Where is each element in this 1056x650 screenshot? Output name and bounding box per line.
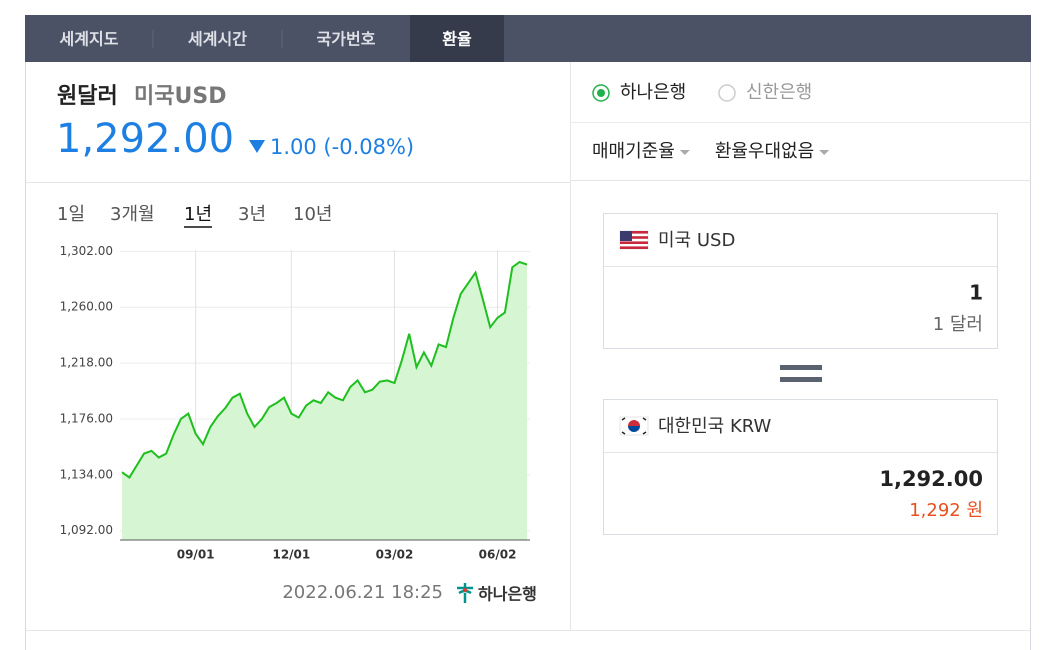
us-flag [619, 230, 649, 250]
from-amount[interactable]: 1 [969, 281, 983, 305]
chart: 1,302.00 1,260.00 1,218.00 1,176.00 1,134.00… [60, 244, 530, 562]
y-tick-label: 1,260.00 [60, 300, 113, 314]
period-option[interactable]: 3개월 [110, 204, 155, 225]
period-option[interactable]: 1일 [57, 204, 85, 225]
price-line [121, 260, 528, 479]
source: 하나은행 [478, 585, 537, 604]
tab[interactable]: 세계시간 [188, 30, 247, 49]
radio[interactable] [718, 84, 736, 102]
bank-options: 하나은행 신한은행 [592, 82, 812, 103]
period-option[interactable]: 1년 [184, 204, 212, 225]
x-tick-label: 12/01 [272, 548, 310, 562]
down-arrow [249, 140, 265, 153]
rate-options: 매매기준율 환율우대없음 [592, 141, 830, 162]
to-amount: 1,292.00 [879, 467, 983, 491]
title: 원달러 [57, 84, 118, 109]
x-tick-label: 06/02 [479, 548, 517, 562]
equals-sign [780, 377, 822, 382]
period-option[interactable]: 3년 [238, 204, 266, 225]
kr-flag [619, 416, 649, 436]
y-tick-label: 1,176.00 [60, 411, 113, 425]
period-option[interactable]: 10년 [293, 204, 332, 225]
x-tick-label: 09/01 [177, 548, 215, 562]
y-tick-label: 1,134.00 [60, 467, 113, 481]
tabs: 세계지도 세계시간 국가번호 환율 [60, 15, 504, 62]
to-unit: 1,292 원 [909, 500, 983, 521]
from-box [603, 213, 998, 349]
timestamp: 2022.06.21 18:25 [282, 582, 443, 603]
change: 1.00 (-0.08%) [270, 135, 414, 159]
rate: 1,292.00 [56, 116, 234, 162]
dropdown-caret [679, 150, 690, 155]
bank-label[interactable]: 하나은행 [620, 82, 686, 103]
bank-logo-dot [463, 588, 467, 592]
radio-dot [597, 89, 605, 97]
periods: 1일 3개월 1년 3년 10년 [57, 204, 332, 228]
tab-bar [25, 15, 1031, 62]
tab[interactable]: 환율 [442, 30, 472, 49]
subtitle: 미국USD [134, 84, 226, 109]
tab[interactable]: 국가번호 [317, 30, 376, 49]
bank-label[interactable]: 신한은행 [746, 82, 812, 103]
y-tick-label: 1,302.00 [60, 244, 113, 258]
y-tick-label: 1,218.00 [60, 356, 113, 370]
from-unit: 1 달러 [933, 314, 983, 335]
equals-sign [780, 365, 822, 370]
tab[interactable]: 세계지도 [60, 30, 119, 49]
y-tick-label: 1,092.00 [60, 523, 113, 537]
from-country: 미국 USD [658, 230, 735, 251]
to-country: 대한민국 KRW [658, 416, 772, 437]
dropdown-caret [819, 150, 830, 155]
tab-active-bg [410, 15, 504, 62]
area-fill [122, 262, 527, 540]
x-tick-label: 03/02 [376, 548, 414, 562]
rate-option[interactable]: 환율우대없음 [715, 141, 814, 162]
rate-option[interactable]: 매매기준율 [592, 141, 675, 162]
to-box [603, 399, 998, 535]
